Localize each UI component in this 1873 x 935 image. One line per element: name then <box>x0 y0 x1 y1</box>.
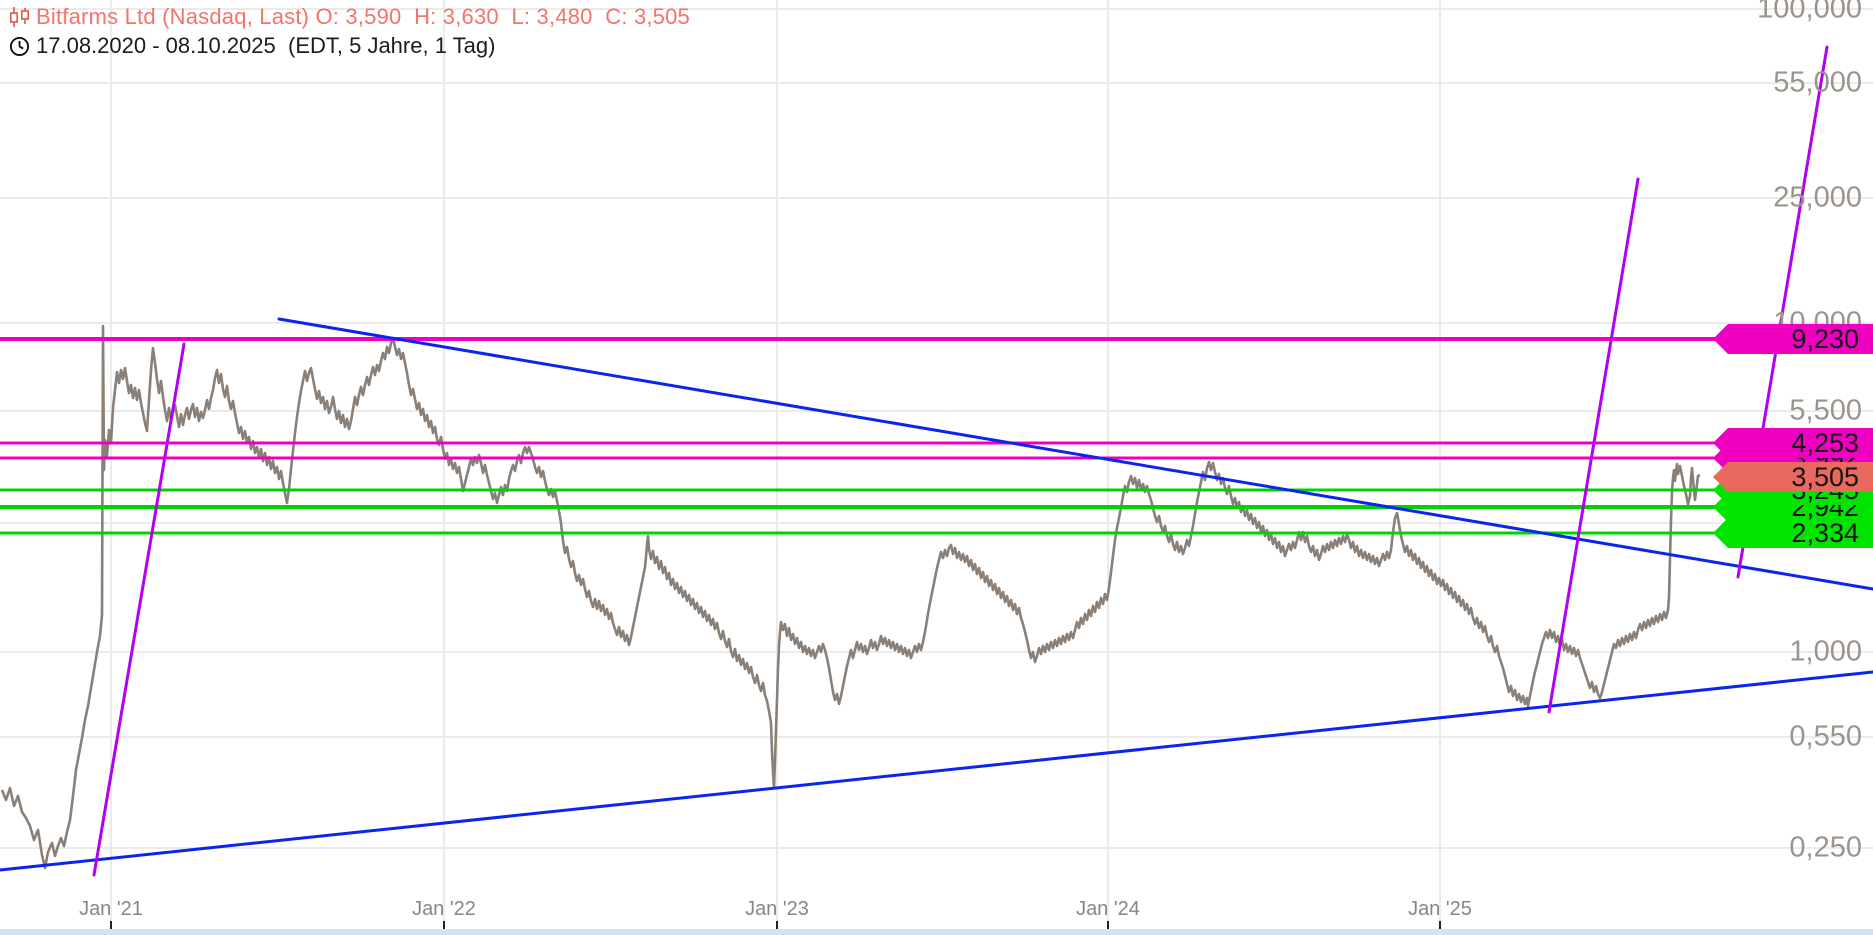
x-axis-tick <box>776 921 778 929</box>
horizontal-scrollbar[interactable] <box>0 929 1873 935</box>
x-axis-tick <box>1439 921 1441 929</box>
price-level-badge-9_230[interactable]: 9,230 <box>1713 324 1873 354</box>
date-range-text: 17.08.2020 - 08.10.2025 (EDT, 5 Jahre, 1… <box>36 33 496 58</box>
y-axis-label: 0,250 <box>1789 831 1862 864</box>
price-line-series <box>0 324 1701 870</box>
trendline-ascending-support[interactable] <box>0 670 1873 872</box>
x-axis-label: Jan '22 <box>412 898 476 920</box>
trendline-parallel-violet-1[interactable] <box>92 342 186 877</box>
price-level-badge-4_253[interactable]: 4,253 <box>1713 428 1873 458</box>
x-axis-label: Jan '24 <box>1076 898 1140 920</box>
x-axis-tick <box>1107 921 1109 929</box>
y-axis-label: 0,550 <box>1789 720 1862 753</box>
y-axis-label: 1,000 <box>1789 635 1862 668</box>
trendline-descending-resistance[interactable] <box>277 317 1873 591</box>
x-axis-label: Jan '23 <box>745 898 809 920</box>
candlestick-icon <box>9 7 33 32</box>
clock-icon <box>9 36 30 62</box>
symbol-ohlc-text: Bitfarms Ltd (Nasdaq, Last) O: 3,590 H: … <box>36 4 690 29</box>
x-axis-label: Jan '21 <box>79 898 143 920</box>
y-axis-label: 25,000 <box>1773 181 1862 214</box>
y-axis-label: 55,000 <box>1773 66 1862 99</box>
last-price-badge-3_505[interactable]: 3,505 <box>1713 462 1873 492</box>
y-axis-label: 5,500 <box>1789 394 1862 427</box>
x-axis-tick <box>443 921 445 929</box>
price-level-badge-2_334[interactable]: 2,334 <box>1713 518 1873 548</box>
y-axis-label: 100,000 <box>1757 0 1862 25</box>
trendline-parallel-violet-2[interactable] <box>1547 177 1640 714</box>
x-axis-tick <box>110 921 112 929</box>
x-axis-label: Jan '25 <box>1408 898 1472 920</box>
